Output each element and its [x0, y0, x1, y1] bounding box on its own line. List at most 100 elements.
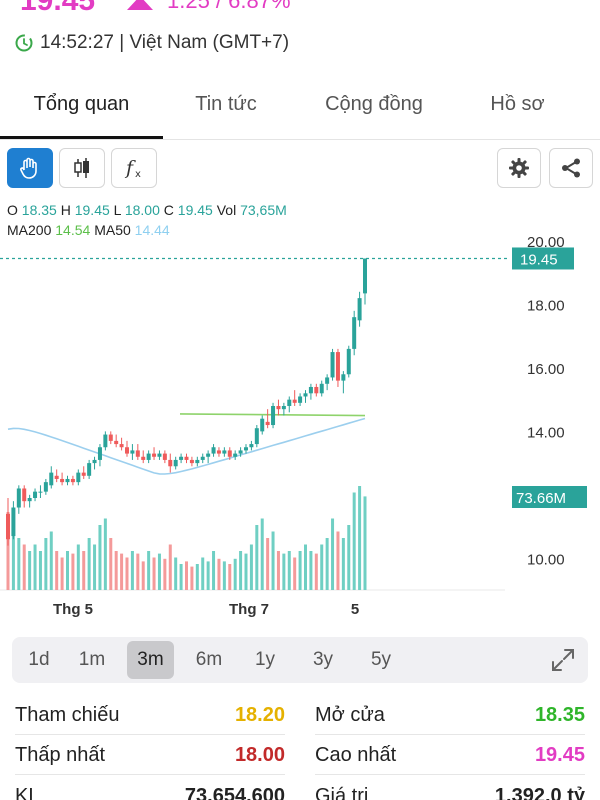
volume-bar	[206, 561, 210, 590]
volume-stat-value: 73.654.600	[184, 785, 285, 800]
volume-bar	[276, 551, 280, 590]
up-arrow-icon	[127, 0, 153, 10]
tab-news[interactable]: Tin tức	[163, 78, 289, 140]
share-button[interactable]	[549, 148, 593, 188]
y-tick-label: 18.00	[527, 297, 565, 314]
volume-bar	[174, 557, 178, 590]
range-1m[interactable]: 1m	[70, 641, 114, 679]
candle-body	[335, 352, 340, 381]
high-price-value: 19.45	[534, 744, 585, 766]
stat-open: Mở cửa 18.35	[315, 695, 585, 735]
settings-button[interactable]	[497, 148, 541, 188]
candle-body	[168, 459, 173, 467]
stat-low: Thấp nhất 18.00	[15, 735, 285, 775]
ma200-value: 14.54	[55, 222, 91, 238]
range-6m[interactable]: 6m	[186, 641, 232, 679]
candle-body	[81, 472, 86, 476]
volume-value: 73,65M	[240, 202, 287, 218]
candle-body	[319, 383, 324, 394]
candle-body	[303, 393, 308, 397]
high-value: 19.45	[74, 202, 110, 218]
candle-body	[87, 463, 92, 476]
chart-type-button[interactable]	[59, 148, 105, 188]
low-price-value: 18.00	[234, 744, 285, 766]
stat-value-traded: Giá trị 1.392,0 tỷ	[315, 776, 585, 800]
ma200-label: MA200	[7, 222, 52, 238]
candle-body	[60, 478, 65, 483]
range-3y[interactable]: 3y	[302, 641, 344, 679]
traded-value-label: Giá trị	[315, 785, 369, 800]
open-value: 18.35	[21, 202, 57, 218]
candle-body	[76, 472, 81, 483]
volume-bar	[363, 496, 367, 590]
volume-stat-label: KL	[15, 785, 40, 800]
volume-bar	[130, 551, 134, 590]
range-1y[interactable]: 1y	[244, 641, 286, 679]
volume-bar	[109, 538, 113, 590]
volume-bar	[352, 492, 356, 590]
tab-community[interactable]: Cộng đồng	[289, 78, 459, 140]
share-icon	[562, 158, 580, 178]
volume-bar	[239, 551, 243, 590]
volume-bar	[304, 544, 307, 590]
candle-body	[254, 428, 259, 445]
crosshair-hand-button[interactable]	[7, 148, 53, 188]
volume-bar	[157, 553, 161, 590]
stat-volume: KL 73.654.600	[15, 776, 285, 800]
tab-bar: Tổng quan Tin tức Cộng đồng Hồ sơ	[0, 78, 600, 140]
svg-text:x: x	[135, 169, 141, 180]
current-price: 19.45	[20, 0, 96, 17]
range-label: 1m	[78, 649, 106, 670]
range-1d[interactable]: 1d	[18, 641, 60, 679]
divider	[15, 774, 285, 775]
candle-body	[152, 453, 157, 457]
candle-body	[157, 453, 162, 457]
candle-body	[363, 258, 367, 294]
candle-body	[346, 348, 351, 375]
range-5y[interactable]: 5y	[360, 641, 402, 679]
stat-reference: Tham chiếu 18.20	[15, 695, 285, 735]
candle-body	[70, 478, 75, 483]
x-tick-label: 5	[351, 601, 359, 618]
volume-bar	[358, 486, 362, 590]
candle-body	[103, 434, 108, 448]
volume-bar	[49, 531, 53, 590]
close-label: C	[163, 202, 174, 218]
candle-body	[195, 459, 200, 464]
price-change: 1.25 / 6.87%	[167, 0, 291, 13]
candle-body	[16, 488, 21, 508]
ma50-label: MA50	[94, 222, 131, 238]
low-value: 18.00	[124, 202, 160, 218]
tab-profile[interactable]: Hồ sơ	[459, 78, 576, 140]
candle-body	[189, 459, 194, 464]
price-chart[interactable]: 20.0018.0016.0014.0012.0010.0019.4573.66…	[0, 222, 600, 630]
y-tick-label: 10.00	[527, 551, 565, 568]
volume-bar	[87, 538, 91, 590]
volume-bar	[260, 518, 264, 590]
range-label: 6m	[195, 649, 223, 670]
indicator-button[interactable]: f x	[111, 148, 157, 188]
stat-high: Cao nhất 19.45	[315, 735, 585, 775]
candle-body	[238, 450, 243, 454]
tab-overview[interactable]: Tổng quan	[0, 78, 163, 140]
volume-bar	[11, 525, 15, 590]
range-3m[interactable]: 3m	[127, 641, 174, 679]
candle-body	[352, 317, 357, 349]
reference-label: Tham chiếu	[15, 704, 120, 726]
candle-body	[200, 456, 205, 460]
candle-body	[27, 498, 32, 502]
y-tick-label: 16.00	[527, 361, 565, 378]
candle-body	[108, 434, 113, 441]
volume-badge-label: 73.66M	[516, 490, 566, 507]
volume-bar	[179, 564, 183, 590]
high-price-label: Cao nhất	[315, 744, 397, 766]
candle-body	[244, 447, 248, 451]
volume-label: Vol	[216, 202, 237, 218]
candle-body	[287, 399, 292, 406]
expand-icon[interactable]	[548, 645, 578, 675]
volume-bar	[255, 525, 259, 590]
open-price-label: Mở cửa	[315, 704, 385, 726]
volume-bar	[325, 538, 329, 590]
volume-bar	[120, 553, 124, 590]
candle-body	[49, 472, 54, 486]
